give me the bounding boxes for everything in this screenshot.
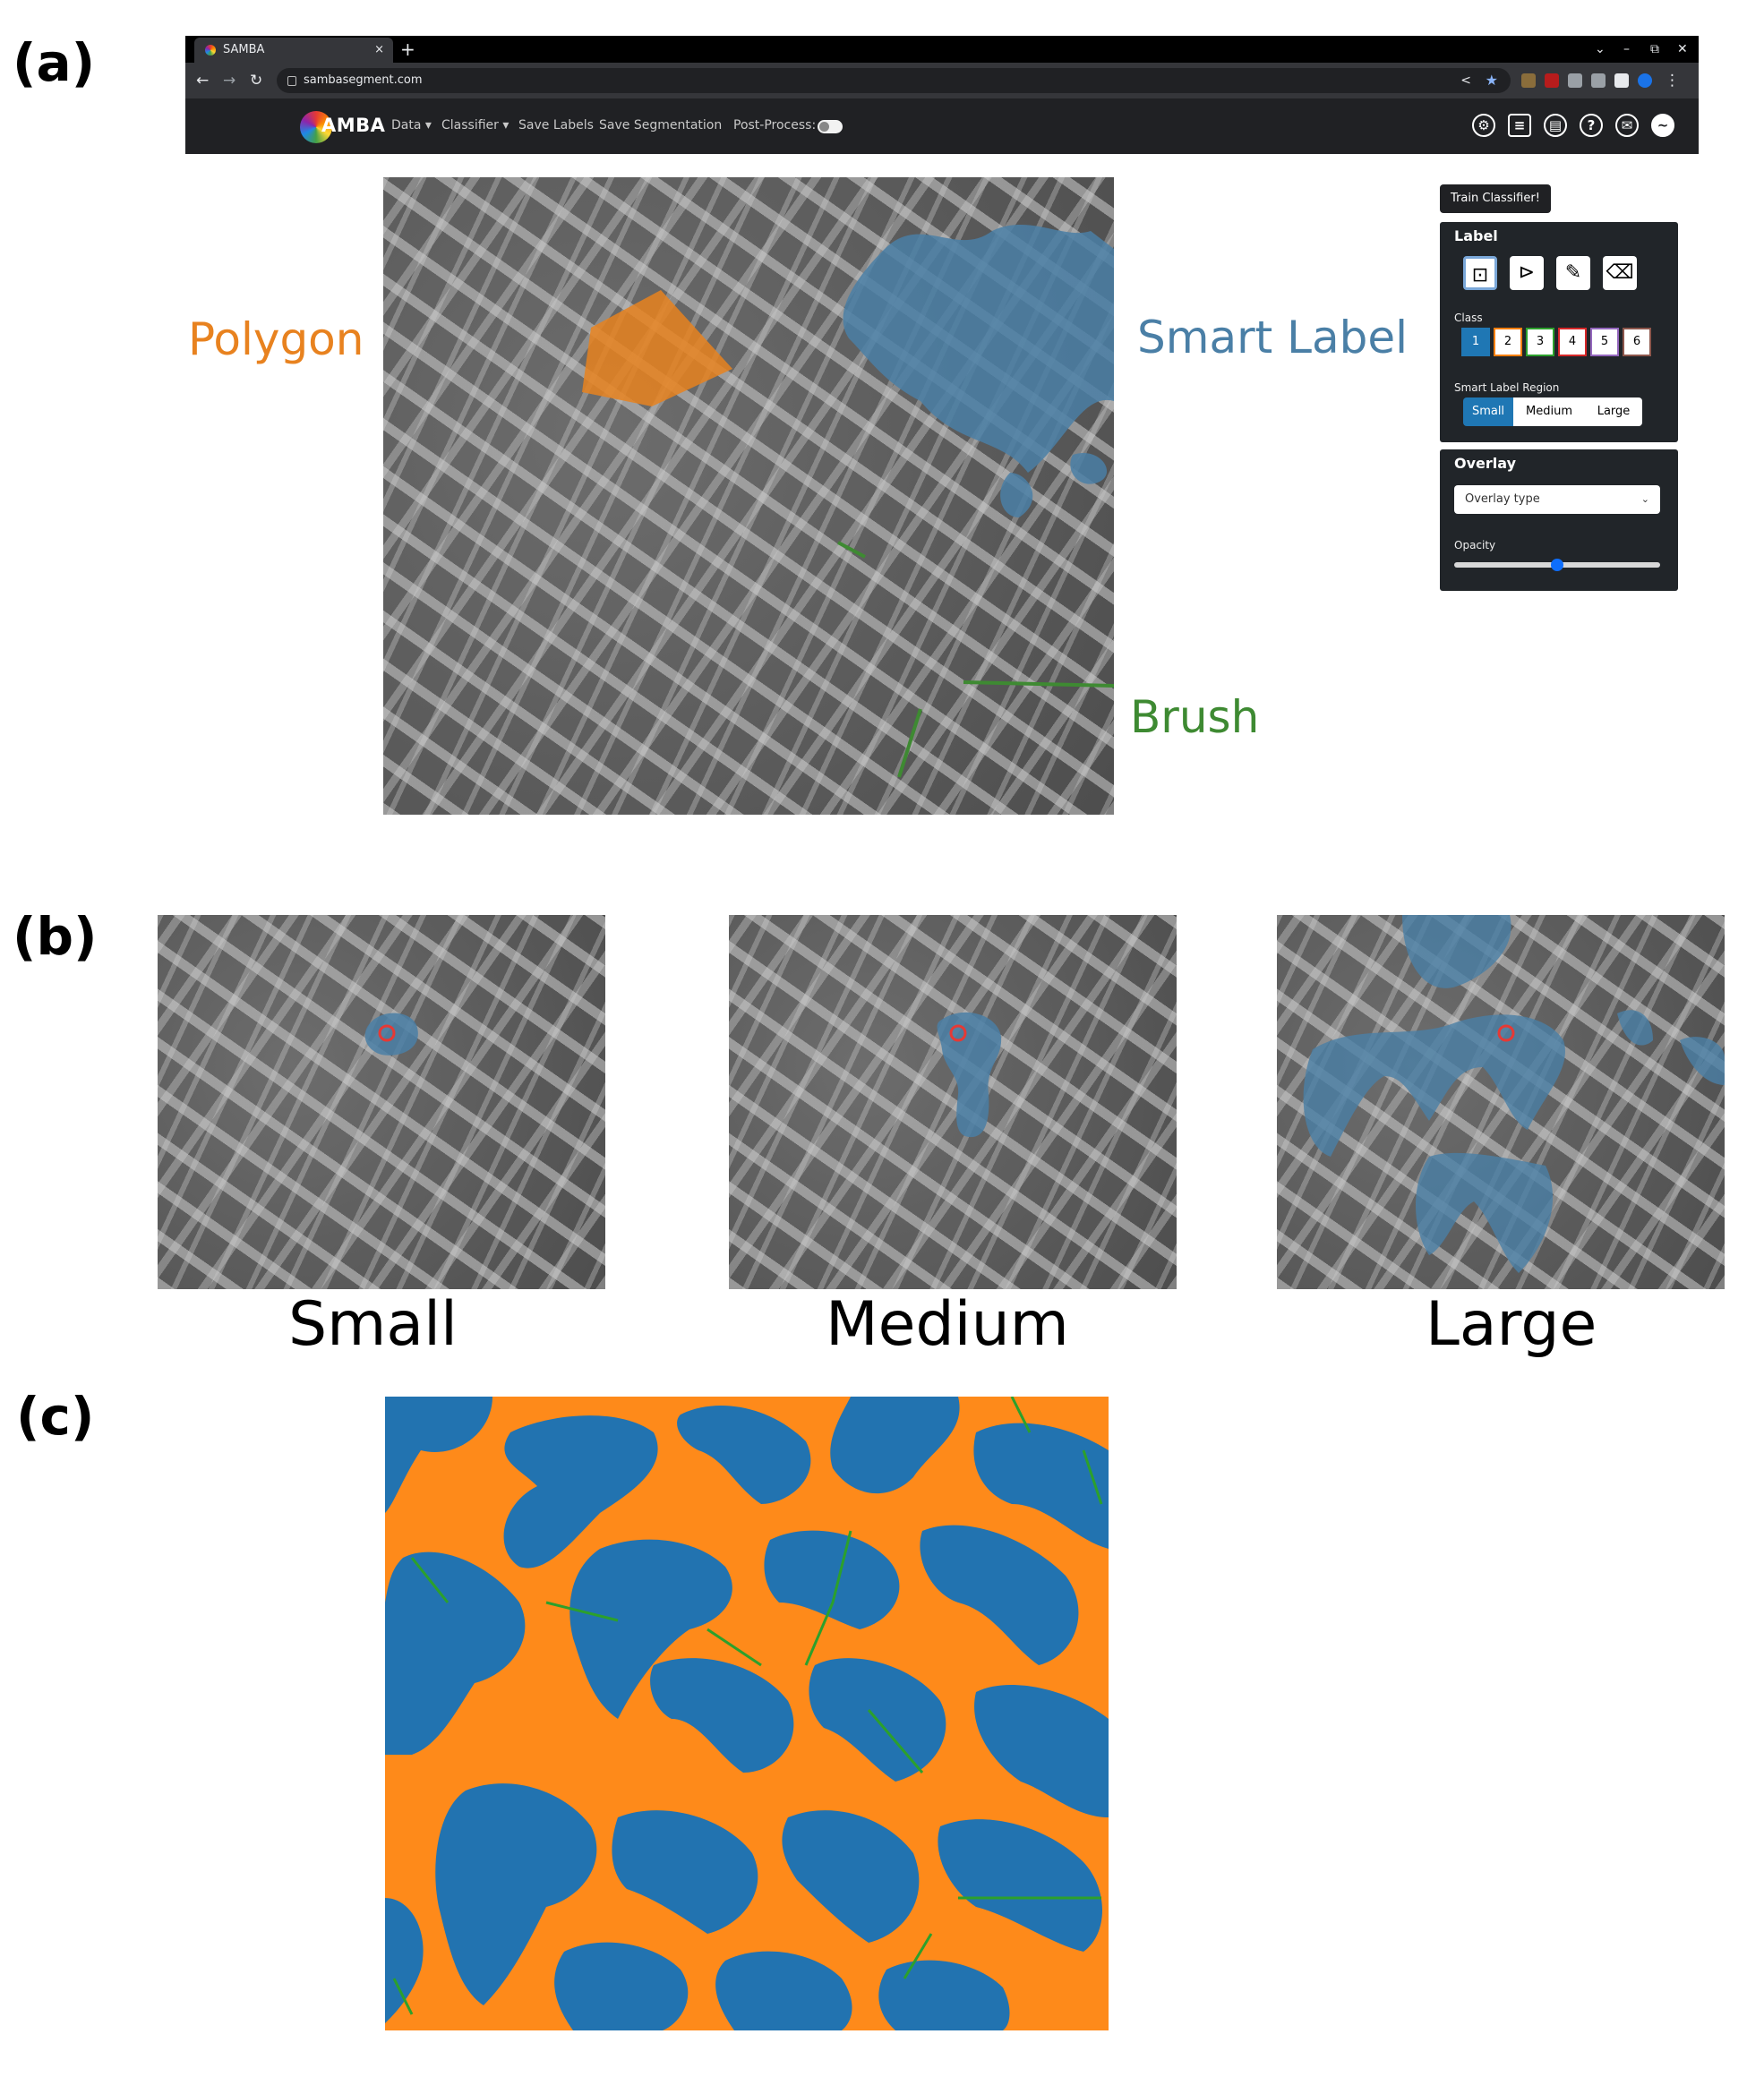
- region-small-button[interactable]: Small: [1463, 397, 1513, 426]
- class-label: Class: [1454, 312, 1483, 324]
- smart-label-large-image: [1277, 915, 1725, 1289]
- click-marker-icon: [1497, 1024, 1515, 1042]
- lock-icon: [287, 76, 296, 86]
- class-button-1[interactable]: 1: [1461, 328, 1490, 356]
- opacity-label: Opacity: [1454, 539, 1496, 551]
- address-bar[interactable]: sambasegment.com < ★: [277, 68, 1511, 93]
- region-large-button[interactable]: Large: [1585, 397, 1642, 426]
- browser-tab[interactable]: SAMBA ×: [194, 38, 393, 63]
- overlay-select-value: Overlay type: [1465, 492, 1540, 506]
- sidebar-icon[interactable]: [1614, 73, 1629, 88]
- caption-large: Large: [1426, 1289, 1597, 1360]
- click-marker-icon: [378, 1024, 396, 1042]
- train-classifier-tooltip[interactable]: Train Classifier!: [1440, 184, 1551, 213]
- class-3-lines: [392, 1397, 1103, 2015]
- notebook-icon[interactable]: ≡: [1508, 114, 1531, 137]
- app-navbar: AMBA Data ▾ Classifier ▾ Save Labels Sav…: [185, 98, 1699, 154]
- menu-save-segmentation[interactable]: Save Segmentation: [599, 118, 723, 132]
- segmentation-result-image: [385, 1397, 1109, 2030]
- caption-small: Small: [288, 1289, 458, 1360]
- brush-annotation: Brush: [1130, 691, 1260, 743]
- restore-button[interactable]: ⧉: [1650, 42, 1659, 56]
- class-button-3[interactable]: 3: [1526, 328, 1554, 356]
- label-overlay: [582, 224, 1114, 778]
- main-sem-image[interactable]: [383, 177, 1114, 815]
- tab-title: SAMBA: [223, 43, 265, 56]
- samba-logo-icon: [300, 111, 332, 143]
- class-button-2[interactable]: 2: [1494, 328, 1522, 356]
- tab-search-icon[interactable]: ⌄: [1595, 42, 1606, 56]
- bookmark-star-icon[interactable]: ★: [1485, 72, 1498, 89]
- brush-icon[interactable]: ✎: [1556, 256, 1590, 290]
- opacity-slider-thumb[interactable]: [1551, 559, 1563, 571]
- overlay-type-select[interactable]: Overlay type ⌄: [1454, 485, 1660, 514]
- label-panel-title: Label: [1454, 227, 1498, 244]
- browser-window: SAMBA × + ⌄ – ⧉ ✕ ← → ↻ sambasegment.com…: [185, 36, 1699, 154]
- panel-label-a: (a): [13, 32, 96, 93]
- smart-label-annotation: Smart Label: [1137, 312, 1409, 363]
- menu-save-labels[interactable]: Save Labels: [518, 118, 594, 132]
- theme-icon[interactable]: ~: [1651, 114, 1674, 137]
- extension-icon[interactable]: [1521, 73, 1536, 88]
- app-logo-text: AMBA: [321, 115, 386, 136]
- polygon-label-shape: [582, 290, 732, 406]
- class-button-4[interactable]: 4: [1558, 328, 1587, 356]
- back-button[interactable]: ←: [196, 72, 210, 90]
- smart-label-small-image: [158, 915, 605, 1289]
- brush-label-strokes: [837, 541, 1114, 778]
- url-text: sambasegment.com: [304, 73, 423, 87]
- class-1-regions: [385, 1397, 1109, 2030]
- puzzle-icon[interactable]: [1568, 73, 1582, 88]
- smart-label-medium-image: [729, 915, 1177, 1289]
- region-medium-button[interactable]: Medium: [1513, 397, 1585, 426]
- browser-menu-icon[interactable]: ⋮: [1665, 72, 1680, 90]
- gear-icon[interactable]: ⚙: [1472, 114, 1495, 137]
- share-icon[interactable]: <: [1460, 73, 1471, 88]
- click-marker-icon: [949, 1024, 967, 1042]
- smart-label-region-label: Smart Label Region: [1454, 381, 1560, 394]
- menu-classifier[interactable]: Classifier ▾: [441, 118, 510, 132]
- class-button-6[interactable]: 6: [1623, 328, 1651, 356]
- help-icon[interactable]: ?: [1580, 114, 1603, 137]
- smart-label-shape: [843, 224, 1114, 517]
- tab-close-icon[interactable]: ×: [374, 43, 384, 56]
- postprocess-label: Post-Process:: [733, 118, 817, 132]
- new-tab-button[interactable]: +: [400, 38, 415, 60]
- polygon-annotation: Polygon: [188, 313, 364, 365]
- panel-label-c: (c): [16, 1386, 95, 1447]
- eraser-icon[interactable]: ⌫: [1603, 256, 1637, 290]
- forward-button[interactable]: →: [223, 72, 236, 90]
- polygon-icon[interactable]: ⊳: [1510, 256, 1544, 290]
- small-region-shape: [364, 1013, 418, 1056]
- reload-button[interactable]: ↻: [250, 72, 263, 90]
- document-icon[interactable]: ▤: [1544, 114, 1567, 137]
- overlay-panel: Overlay Overlay type ⌄ Opacity: [1440, 449, 1678, 591]
- segmentation-map: [385, 1397, 1109, 2030]
- menu-data[interactable]: Data ▾: [391, 118, 432, 132]
- class-button-5[interactable]: 5: [1590, 328, 1619, 356]
- label-panel: Label ⊡ ⊳ ✎ ⌫ Class 1 2 3 4 5 6 Smart La…: [1440, 222, 1678, 442]
- large-region-shape: [1303, 915, 1725, 1273]
- close-window-button[interactable]: ✕: [1677, 42, 1688, 56]
- ublock-icon[interactable]: [1545, 73, 1559, 88]
- panel-label-b: (b): [13, 906, 98, 967]
- tab-strip: SAMBA × + ⌄ – ⧉ ✕: [185, 36, 1699, 63]
- minimize-button[interactable]: –: [1623, 42, 1630, 56]
- medium-region-shape: [937, 1012, 1002, 1138]
- overlay-panel-title: Overlay: [1454, 455, 1516, 472]
- postprocess-toggle[interactable]: [818, 120, 843, 133]
- mail-icon[interactable]: ✉: [1615, 114, 1639, 137]
- profile-avatar[interactable]: [1638, 73, 1652, 88]
- samba-favicon-icon: [205, 45, 216, 56]
- address-bar-row: ← → ↻ sambasegment.com < ★ ⋮: [185, 63, 1699, 98]
- chevron-down-icon: ⌄: [1640, 493, 1649, 505]
- smart-label-icon[interactable]: ⊡: [1463, 256, 1497, 290]
- download-icon[interactable]: [1591, 73, 1606, 88]
- caption-medium: Medium: [826, 1289, 1069, 1360]
